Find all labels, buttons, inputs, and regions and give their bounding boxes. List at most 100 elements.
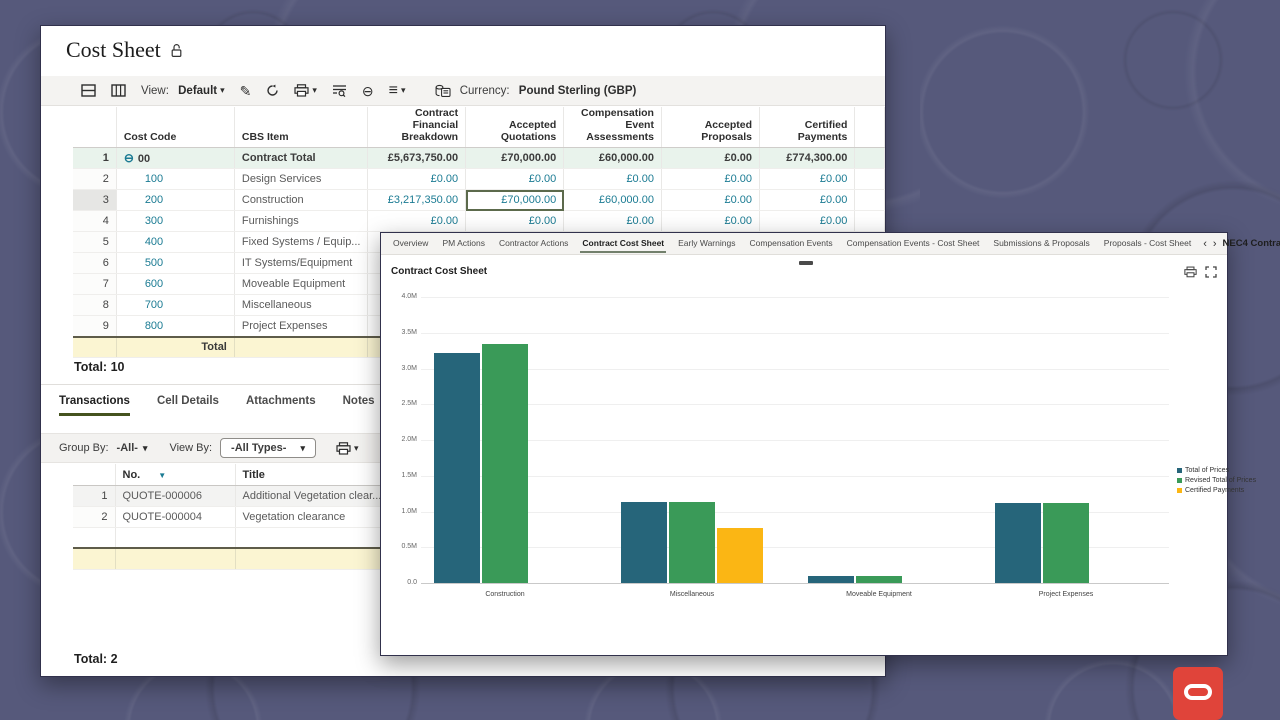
collapse-row-icon[interactable]: ⊖: [123, 151, 134, 166]
cbs-item-cell[interactable]: Fixed Systems / Equip...: [234, 231, 369, 254]
bar-total-of-prices[interactable]: [808, 575, 854, 583]
cost-code-cell[interactable]: ⊖ 00: [116, 147, 235, 170]
column-header[interactable]: Certified Payments: [759, 107, 856, 149]
bar-certified-payments[interactable]: [717, 527, 763, 583]
value-cell[interactable]: £774,300.00: [759, 147, 856, 170]
edit-button[interactable]: ✎: [240, 84, 252, 98]
column-header[interactable]: CBS Item: [234, 107, 369, 149]
cbs-item-cell[interactable]: Furnishings: [234, 210, 369, 233]
value-cell[interactable]: £0.00: [661, 147, 760, 170]
menu-button[interactable]: ≡ ▾: [389, 82, 406, 99]
contract-tab-overview[interactable]: Overview: [393, 238, 429, 248]
find-button[interactable]: [332, 84, 347, 97]
value-cell[interactable]: £0.00: [563, 210, 662, 233]
column-header[interactable]: Accepted Quotations: [465, 107, 565, 149]
value-cell[interactable]: £0.00: [759, 210, 856, 233]
value-cell[interactable]: £0.00: [465, 168, 565, 191]
column-header[interactable]: Accepted Proposals: [661, 107, 760, 149]
transaction-no-cell[interactable]: QUOTE-000004: [115, 506, 236, 528]
row-number[interactable]: 8: [73, 294, 117, 317]
split-columns-button[interactable]: [111, 84, 126, 97]
column-header[interactable]: Contract Financial Breakdown: [367, 107, 467, 149]
value-cell[interactable]: £70,000.00: [465, 189, 565, 212]
column-header[interactable]: Compensation Event Assessments: [563, 107, 662, 149]
contract-tab-contract-cost-sheet[interactable]: Contract Cost Sheet: [580, 234, 666, 253]
collapse-all-button[interactable]: ⊖: [362, 84, 374, 98]
row-number-header[interactable]: [73, 107, 117, 149]
value-cell[interactable]: £0.00: [661, 168, 760, 191]
row-number[interactable]: 5: [73, 231, 117, 254]
expand-icon[interactable]: [1205, 266, 1217, 278]
value-cell[interactable]: £0.00: [661, 189, 760, 212]
value-cell[interactable]: £0.00: [759, 168, 856, 191]
cost-code-cell[interactable]: 300: [116, 210, 235, 233]
tab-attachments[interactable]: Attachments: [245, 395, 316, 407]
print-button[interactable]: ▾: [294, 84, 317, 97]
value-cell[interactable]: £0.00: [465, 210, 565, 233]
contract-tab-submissions-proposals[interactable]: Submissions & Proposals: [993, 238, 1090, 248]
cbs-item-cell[interactable]: Construction: [234, 189, 369, 212]
value-cell[interactable]: £3,217,350.00: [367, 189, 467, 212]
cbs-item-cell[interactable]: Contract Total: [234, 147, 369, 170]
column-header[interactable]: Cost Code: [116, 107, 235, 149]
value-cell[interactable]: £0.00: [759, 189, 856, 212]
contract-tab-proposals-cost-sheet[interactable]: Proposals - Cost Sheet: [1103, 238, 1192, 248]
value-cell[interactable]: £70,000.00: [465, 147, 565, 170]
contract-tab-compensation-events-cost-sheet[interactable]: Compensation Events - Cost Sheet: [846, 238, 980, 248]
bar-total-of-prices[interactable]: [621, 502, 667, 583]
row-number[interactable]: 4: [73, 210, 117, 233]
contract-tab-compensation-events[interactable]: Compensation Events: [749, 238, 833, 248]
transaction-no-cell[interactable]: QUOTE-000006: [115, 485, 236, 507]
value-cell[interactable]: £60,000.00: [563, 147, 662, 170]
collapse-handle[interactable]: [799, 261, 813, 265]
cbs-item-cell[interactable]: Moveable Equipment: [234, 273, 369, 296]
cost-code-cell[interactable]: 500: [116, 252, 235, 275]
row-number[interactable]: 1: [73, 147, 117, 170]
row-number[interactable]: 2: [73, 168, 117, 191]
view-selector[interactable]: View: Default ▾: [141, 85, 225, 97]
column-header-no[interactable]: No. ▼: [115, 464, 236, 486]
cbs-item-cell[interactable]: IT Systems/Equipment: [234, 252, 369, 275]
cost-code-cell[interactable]: 800: [116, 315, 235, 338]
row-number[interactable]: 7: [73, 273, 117, 296]
bar-revised-total-of-prices[interactable]: [1043, 502, 1089, 583]
row-number[interactable]: 1: [73, 485, 116, 507]
cbs-item-cell[interactable]: Miscellaneous: [234, 294, 369, 317]
transaction-title-cell[interactable]: Additional Vegetation clear...: [235, 485, 390, 507]
value-cell[interactable]: £0.00: [367, 210, 467, 233]
legend-item[interactable]: Certified Payments: [1177, 487, 1256, 494]
contract-tab-early-warnings[interactable]: Early Warnings: [678, 238, 736, 248]
column-header-title[interactable]: Title: [235, 464, 390, 486]
cost-code-cell[interactable]: 100: [116, 168, 235, 191]
chart-print-button[interactable]: [1184, 266, 1197, 278]
transaction-title-cell[interactable]: Vegetation clearance: [235, 506, 390, 528]
contract-tab-pm-actions[interactable]: PM Actions: [442, 238, 485, 248]
row-number[interactable]: 9: [73, 315, 117, 338]
cost-code-cell[interactable]: 600: [116, 273, 235, 296]
bar-total-of-prices[interactable]: [995, 502, 1041, 583]
bar-revised-total-of-prices[interactable]: [482, 343, 528, 583]
bar-revised-total-of-prices[interactable]: [669, 502, 715, 583]
view-by-select[interactable]: -All Types- ▾: [220, 438, 316, 458]
tab-transactions[interactable]: Transactions: [59, 395, 130, 416]
value-cell[interactable]: £5,673,750.00: [367, 147, 467, 170]
prev-tabs-icon[interactable]: ‹: [1203, 237, 1207, 250]
legend-item[interactable]: Total of Prices: [1177, 467, 1256, 474]
value-cell[interactable]: £0.00: [367, 168, 467, 191]
group-by-select[interactable]: -All- ▾: [117, 442, 148, 454]
contract-tab-contractor-actions[interactable]: Contractor Actions: [498, 238, 569, 248]
value-cell[interactable]: £60,000.00: [563, 189, 662, 212]
tab-cell-details[interactable]: Cell Details: [156, 395, 219, 407]
transactions-print-button[interactable]: ▾: [336, 441, 359, 455]
cost-code-cell[interactable]: 400: [116, 231, 235, 254]
row-number[interactable]: 2: [73, 506, 116, 528]
cbs-item-cell[interactable]: Project Expenses: [234, 315, 369, 338]
refresh-button[interactable]: [266, 84, 279, 97]
cost-code-cell[interactable]: 200: [116, 189, 235, 212]
next-tabs-icon[interactable]: ›: [1212, 237, 1217, 250]
bar-revised-total-of-prices[interactable]: [856, 575, 902, 583]
sort-desc-icon[interactable]: ▼: [158, 470, 167, 480]
value-cell[interactable]: £0.00: [563, 168, 662, 191]
row-number[interactable]: 3: [73, 189, 117, 212]
value-cell[interactable]: £0.00: [661, 210, 760, 233]
